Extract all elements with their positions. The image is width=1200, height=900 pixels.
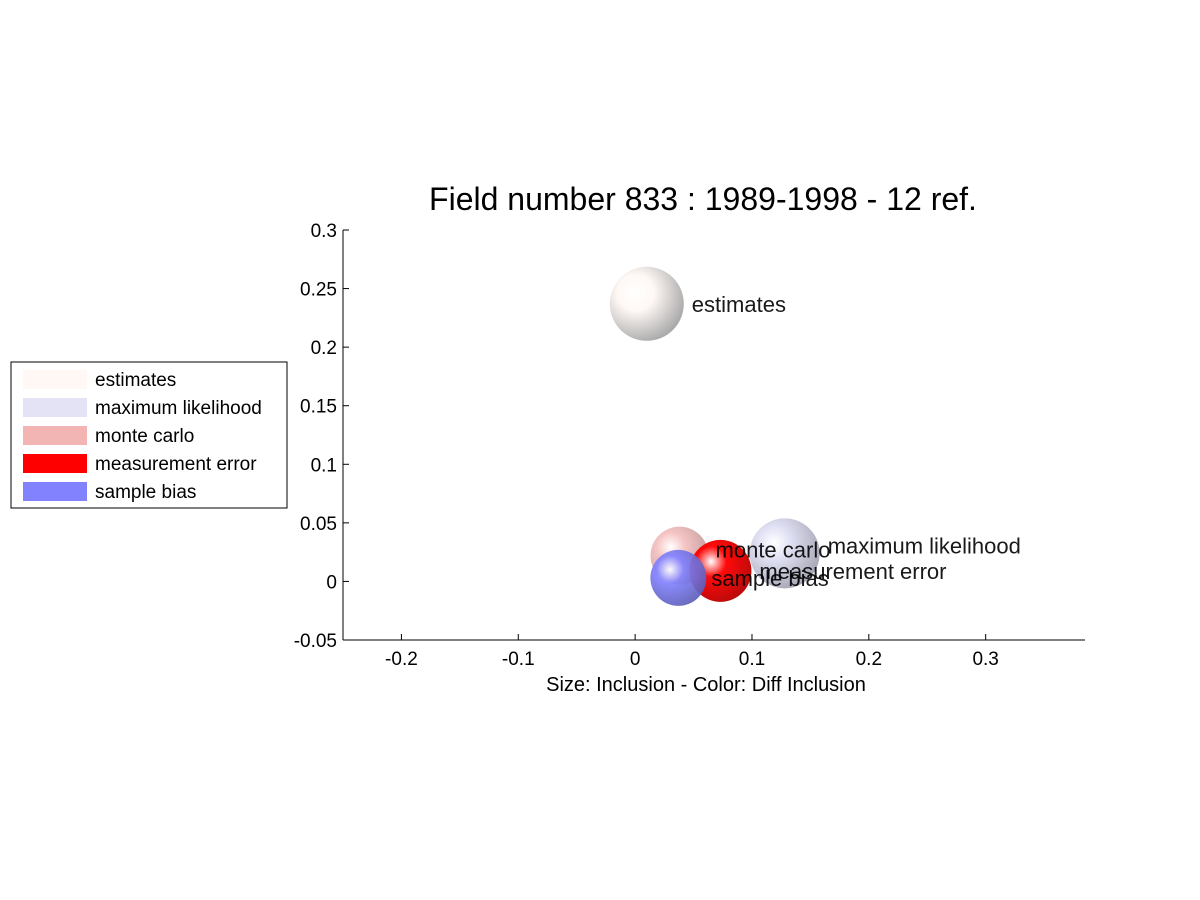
x-tick-label: 0.3: [972, 649, 998, 670]
axes: -0.2 -0.1 0 0.1 0.2 0.3 -0.05 0 0.05 0.1 0.15 0.2 0.…: [294, 221, 1085, 670]
legend-label-sample-bias: sample bias: [95, 482, 196, 503]
bubble-label-monte-carlo: monte carlo: [716, 538, 831, 563]
legend-label-monte-carlo: monte carlo: [95, 426, 194, 447]
legend-swatch-estimates: [23, 370, 87, 389]
bubble-sample-bias: [650, 549, 707, 606]
y-tick-label: -0.05: [294, 631, 337, 652]
legend-swatch-sample-bias: [23, 482, 87, 501]
bubble-label-measurement-error: measurement error: [759, 559, 946, 584]
bubble-label-estimates: estimates: [692, 292, 786, 317]
x-tick-label: 0.1: [739, 649, 765, 670]
bubbles: [609, 266, 820, 606]
y-tick-label: 0: [326, 572, 337, 593]
legend-label-maximum-likelihood: maximum likelihood: [95, 398, 262, 419]
bubble-label-sample-bias: sample bias: [711, 566, 828, 591]
x-tick-label: 0: [630, 649, 641, 670]
bubble-estimates: [609, 266, 684, 341]
bubble-maximum-likelihood: [749, 518, 820, 589]
legend-label-measurement-error: measurement error: [95, 454, 257, 475]
x-axis-label: Size: Inclusion - Color: Diff Inclusion: [546, 674, 866, 696]
legend-swatch-maximum-likelihood: [23, 398, 87, 417]
y-tick-label: 0.1: [311, 455, 337, 476]
y-tick-label: 0.2: [311, 338, 337, 359]
y-tick-label: 0.05: [300, 514, 337, 535]
legend: estimates maximum likelihood monte carlo me…: [10, 361, 288, 509]
y-tick-label: 0.15: [300, 397, 337, 418]
bubble-label-maximum-likelihood: maximum likelihood: [828, 533, 1021, 558]
legend-swatch-monte-carlo: [23, 426, 87, 445]
legend-label-estimates: estimates: [95, 370, 176, 391]
y-tick-label: 0.3: [311, 221, 337, 242]
chart-title: Field number 833 : 1989-1998 - 12 ref.: [429, 181, 977, 217]
x-tick-label: 0.2: [856, 649, 882, 670]
y-tick-label: 0.25: [300, 280, 337, 301]
x-tick-label: -0.1: [502, 649, 535, 670]
legend-swatch-measurement-error: [23, 454, 87, 473]
x-tick-label: -0.2: [385, 649, 418, 670]
